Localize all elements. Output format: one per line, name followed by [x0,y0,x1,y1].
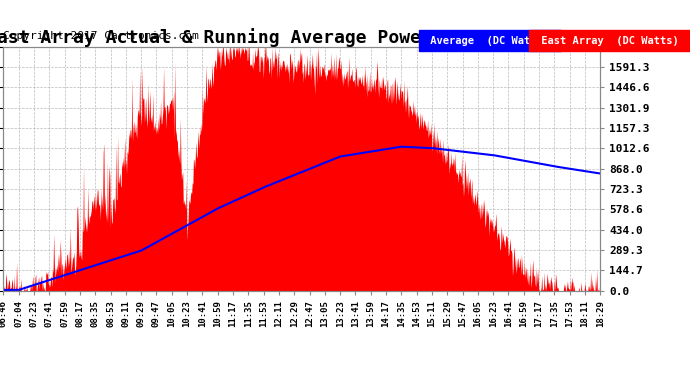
Text: East Array  (DC Watts): East Array (DC Watts) [535,36,684,46]
Text: Average  (DC Watts): Average (DC Watts) [424,36,555,46]
Title: East Array Actual & Running Average Power Sat Sep 30 18:33: East Array Actual & Running Average Powe… [0,28,618,47]
Text: Copyright 2017 Cartronics.com: Copyright 2017 Cartronics.com [3,32,199,41]
